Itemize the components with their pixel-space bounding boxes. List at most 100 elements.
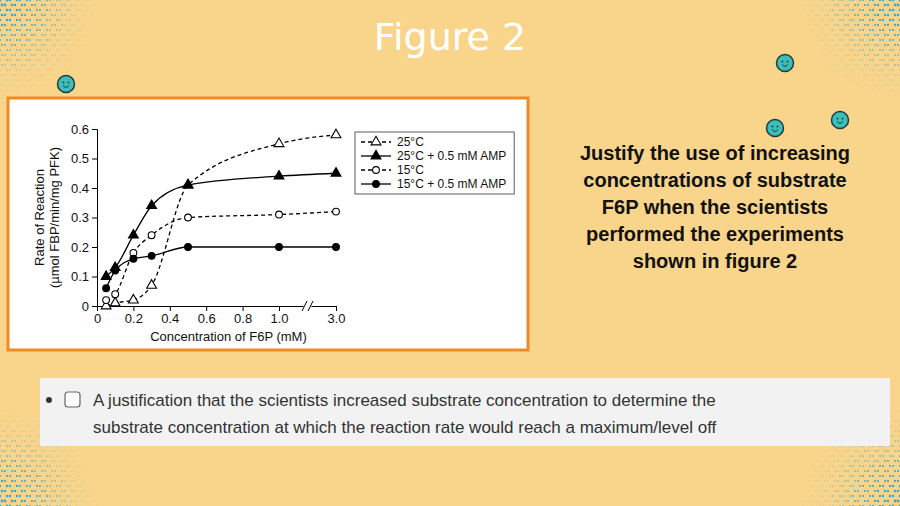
speckle [0, 495, 1, 498]
speckle [69, 39, 71, 41]
speckle [16, 485, 18, 487]
speckle [59, 465, 60, 466]
speckle [64, 4, 65, 5]
speckle [869, 495, 871, 497]
speckle [14, 490, 16, 492]
speckle [29, 425, 31, 427]
speckle [849, 485, 851, 487]
speckle [46, 29, 48, 31]
data-point [103, 285, 110, 292]
speckle [832, 29, 833, 30]
speckle [4, 450, 6, 452]
speckle [864, 480, 866, 482]
speckle [44, 4, 46, 6]
speckle [26, 59, 27, 60]
speckle [89, 29, 91, 31]
speckle [809, 485, 811, 487]
speckle [854, 24, 856, 26]
speckle [829, 505, 830, 506]
speckle [814, 14, 816, 16]
speckle [817, 480, 819, 482]
speckle [852, 69, 854, 71]
speckle [44, 450, 45, 451]
axis-break-slash [302, 301, 307, 311]
speckle [844, 74, 846, 76]
speckle [822, 485, 824, 487]
smiley-eye [782, 61, 784, 63]
speckle [19, 89, 21, 91]
speckle [54, 64, 56, 66]
speckle [69, 29, 70, 30]
speckle [44, 54, 45, 55]
speckle [884, 460, 886, 462]
speckle [862, 9, 864, 11]
x-tick: 0.2 [125, 306, 143, 326]
speckle [51, 470, 52, 471]
speckle [21, 4, 23, 6]
speckle [54, 34, 55, 35]
speckle [809, 495, 811, 497]
speckle [844, 450, 846, 452]
speckle [16, 79, 18, 81]
speckle [1, 74, 2, 75]
speckle [96, 495, 98, 497]
speckle [56, 49, 57, 50]
speckle [862, 59, 863, 60]
speckle [89, 495, 91, 497]
speckle [24, 14, 26, 16]
speckle [862, 475, 864, 477]
speckle [29, 495, 31, 497]
speckle [899, 475, 900, 477]
speckle [872, 505, 874, 506]
speckle [839, 39, 840, 40]
speckle [34, 450, 35, 451]
speckle [81, 24, 83, 26]
speckle [6, 435, 7, 436]
speckle [59, 39, 60, 40]
speckle [59, 475, 60, 476]
speckle [867, 470, 869, 472]
speckle [24, 500, 26, 502]
speckle [864, 490, 866, 492]
speckle [892, 29, 894, 31]
speckle [66, 69, 68, 71]
speckle [819, 39, 821, 41]
speckle [847, 54, 848, 55]
speckle [81, 4, 83, 6]
smiley [58, 76, 75, 93]
speckle [74, 34, 76, 36]
speckle [16, 59, 17, 60]
speckle [71, 34, 73, 36]
speckle [869, 69, 870, 70]
speckle [837, 460, 838, 461]
speckle [69, 455, 71, 457]
speckle [834, 490, 835, 491]
speckle [892, 465, 894, 467]
speckle [14, 420, 16, 422]
speckle [857, 34, 859, 36]
speckle [842, 39, 843, 40]
speckle [874, 450, 875, 451]
speckle [4, 94, 6, 96]
speckle [46, 475, 48, 477]
speckle [1, 34, 3, 36]
speckle [874, 14, 876, 16]
speckle [0, 485, 1, 487]
speckle [11, 480, 13, 482]
speckle [897, 500, 900, 503]
speckle [842, 475, 843, 476]
speckle [39, 495, 41, 497]
speckle [0, 79, 1, 81]
speckle [86, 485, 88, 487]
speckle [864, 14, 866, 16]
speckle [847, 64, 849, 66]
speckle [6, 465, 8, 467]
speckle [827, 4, 828, 5]
speckle [834, 34, 835, 35]
speckle [819, 465, 821, 467]
speckle [832, 495, 833, 496]
question-line: Justify the use of increasing [580, 142, 850, 164]
speckle [867, 64, 868, 65]
speckle [897, 480, 899, 482]
speckle [889, 59, 890, 60]
